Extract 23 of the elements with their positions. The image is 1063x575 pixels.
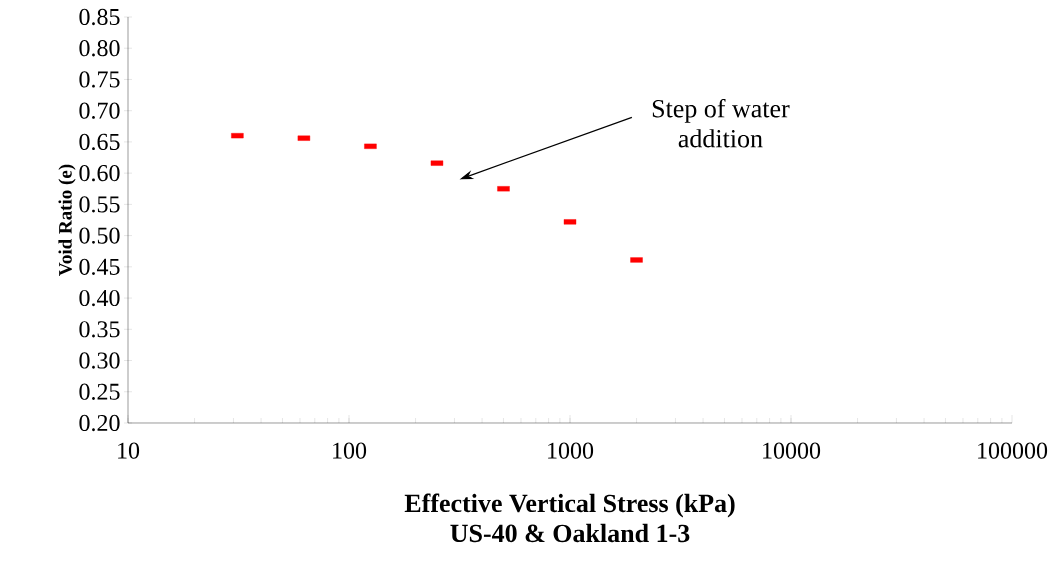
y-tick-label: 0.30 (79, 352, 120, 369)
x-tick-label: 100 (333, 442, 367, 459)
y-tick-label: 0.55 (79, 196, 120, 213)
y-tick-label: 0.35 (79, 321, 120, 338)
text: US-40 & Oakland 1-3 (450, 523, 690, 543)
y-tick-label: 0.25 (79, 383, 120, 400)
y-tick-label: 0.20 (79, 414, 120, 432)
y-tick-label: 0.40 (79, 289, 120, 307)
x-tick-label: 1000 (548, 442, 594, 459)
y-tick-label: 0.50 (79, 227, 120, 244)
x-axis-title: Effective Vertical Stress (kPa) (404, 493, 735, 518)
x-tick-label: 10000 (763, 442, 821, 459)
x-tick-label: 100000 (978, 442, 1048, 459)
y-tick-label: 0.85 (79, 8, 120, 26)
y-tick-label: 0.75 (79, 71, 120, 88)
y-tick-label: 0.65 (79, 133, 120, 151)
y-tick-label: 0.80 (79, 40, 120, 57)
y-tick-label: 0.60 (79, 164, 120, 182)
y-axis-title: Void Ratio (e) (58, 164, 76, 276)
annotation: Step of water addition (652, 98, 790, 148)
y-tick-label: 0.45 (79, 258, 120, 275)
x-tick-label: 10 (118, 442, 140, 459)
y-tick-label: 0.70 (79, 102, 120, 119)
